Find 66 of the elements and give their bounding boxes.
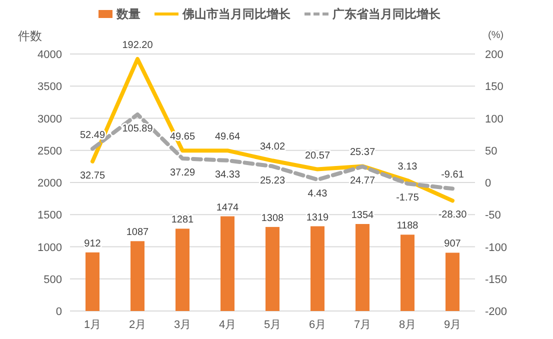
data-label: 1354 xyxy=(351,210,374,222)
bar xyxy=(400,234,414,311)
legend-label: 广东省当月同比增长 xyxy=(332,7,442,21)
legend-label: 佛山市当月同比增长 xyxy=(182,7,292,21)
data-label: 37.29 xyxy=(170,168,196,179)
y-tick-label: 2500 xyxy=(38,145,62,158)
data-label: 25.23 xyxy=(260,175,286,186)
data-label: 1188 xyxy=(396,220,419,232)
y-tick-label: 4000 xyxy=(38,49,62,61)
x-tick-label: 5月 xyxy=(264,319,282,331)
legend-label: 数量 xyxy=(116,7,140,21)
data-label: 34.02 xyxy=(260,142,286,153)
bar xyxy=(176,228,190,311)
x-tick-label: 6月 xyxy=(308,319,326,331)
data-label: 1087 xyxy=(126,227,150,238)
bar xyxy=(220,216,234,311)
data-label: 25.37 xyxy=(350,147,376,158)
data-label: 32.75 xyxy=(80,170,106,182)
y2-tick-label: 0 xyxy=(485,178,492,190)
y2-axis-title: (%) xyxy=(488,30,504,41)
bar xyxy=(356,224,370,311)
data-label: 1474 xyxy=(216,202,240,214)
y2-tick-label: 100 xyxy=(485,113,504,126)
y-tick-label: 0 xyxy=(56,306,62,318)
y2-tick-label: -100 xyxy=(485,242,508,254)
y-axis-title: 件数 xyxy=(18,29,42,43)
x-tick-label: 1月 xyxy=(84,319,102,331)
y2-tick-label: -50 xyxy=(485,210,501,222)
data-label: 4.43 xyxy=(308,188,328,200)
data-label: -1.75 xyxy=(396,192,420,204)
bar xyxy=(310,226,324,311)
data-label: 912 xyxy=(84,238,102,250)
data-label: 1319 xyxy=(306,212,330,224)
y-tick-label: 1500 xyxy=(38,210,62,222)
x-tick-label: 9月 xyxy=(444,319,462,331)
data-label: -9.61 xyxy=(441,170,464,181)
x-tick-label: 2月 xyxy=(128,319,146,331)
y-tick-label: 2000 xyxy=(38,178,62,190)
data-label: 49.64 xyxy=(214,132,240,143)
x-tick-label: 8月 xyxy=(398,319,416,331)
data-label: -28.30 xyxy=(438,210,468,221)
data-label: 1281 xyxy=(171,214,194,226)
y2-tick-label: -150 xyxy=(485,274,508,286)
data-label: 1308 xyxy=(261,212,284,224)
data-label: 3.13 xyxy=(398,161,418,172)
y-tick-label: 500 xyxy=(44,274,62,286)
y-tick-label: 3000 xyxy=(38,113,62,126)
data-label: 34.33 xyxy=(214,169,240,180)
x-tick-label: 4月 xyxy=(218,319,236,331)
data-label: 192.20 xyxy=(122,40,154,52)
bar xyxy=(130,241,144,311)
data-label: 20.57 xyxy=(304,150,330,162)
x-tick-label: 3月 xyxy=(174,319,192,331)
x-tick-label: 7月 xyxy=(354,319,372,331)
y-tick-label: 1000 xyxy=(38,242,62,254)
y2-tick-label: -200 xyxy=(485,306,508,318)
y2-tick-label: 50 xyxy=(485,145,498,158)
y-tick-label: 3500 xyxy=(38,81,62,94)
bar xyxy=(266,226,280,311)
data-label: 24.77 xyxy=(350,176,376,187)
data-label: 105.89 xyxy=(122,123,154,134)
bar xyxy=(446,252,460,311)
y2-tick-label: 150 xyxy=(485,81,504,94)
data-label: 907 xyxy=(444,238,462,250)
bar xyxy=(86,252,100,311)
y2-tick-label: 200 xyxy=(485,49,504,61)
